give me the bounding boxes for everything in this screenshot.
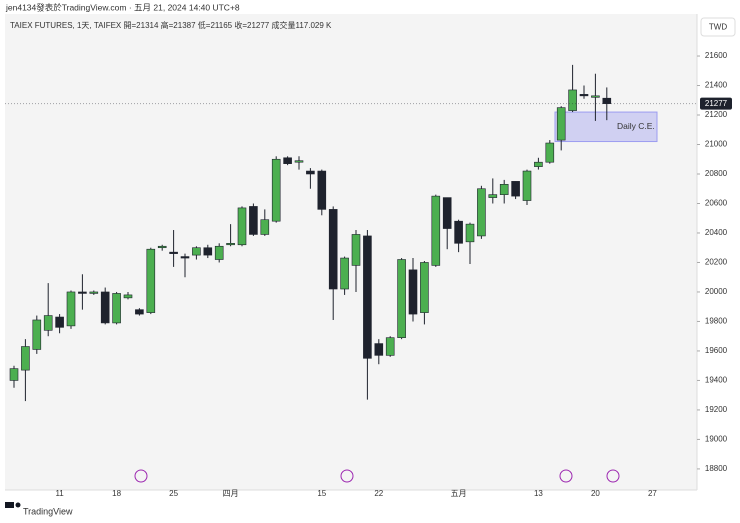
- candle-body: [568, 89, 577, 111]
- y-tick-label: 20200: [705, 258, 728, 267]
- event-icons: [134, 469, 620, 483]
- event-icon[interactable]: [134, 469, 148, 483]
- candle-body: [363, 235, 372, 359]
- candle-body: [556, 107, 566, 141]
- candle-body: [180, 256, 190, 259]
- plot-background: [5, 14, 697, 490]
- brand-logo: [15, 502, 21, 508]
- candle-body: [55, 316, 64, 328]
- y-tick-label: 19400: [705, 376, 728, 385]
- candle-body: [157, 245, 167, 249]
- brand: TradingView: [23, 506, 73, 516]
- x-tick-label: 22: [374, 489, 383, 498]
- y-tick-label: 21000: [705, 140, 728, 149]
- y-tick-label: 19600: [705, 346, 728, 355]
- candle-body: [477, 188, 486, 237]
- y-tick-label: 21400: [705, 81, 728, 90]
- candle-body: [249, 206, 258, 235]
- zone-label: Daily C.E.: [617, 121, 655, 131]
- y-tick-label: 19800: [705, 317, 728, 326]
- candle-body: [442, 197, 452, 229]
- candle-body: [499, 184, 509, 195]
- candle-body: [112, 293, 121, 324]
- candle-body: [374, 343, 384, 356]
- candle-body: [146, 248, 156, 313]
- x-tick-label: 11: [55, 489, 64, 498]
- zone: [554, 111, 658, 143]
- candle-body: [591, 95, 600, 98]
- candle-body: [511, 181, 520, 197]
- x-tick-label: 18: [112, 489, 121, 498]
- candle-body: [534, 161, 543, 167]
- candle-body: [169, 251, 178, 254]
- chart-title: TAIEX FUTURES, 1天, TAIFEX 開=21314 高=2138…: [10, 20, 332, 30]
- candle-body: [488, 194, 498, 198]
- credit: jen4134發表於TradingView.com · 五月 21, 2024 …: [5, 2, 240, 12]
- candle-body: [214, 245, 224, 260]
- event-icon[interactable]: [606, 469, 620, 483]
- candle-body: [123, 294, 133, 299]
- candle-body: [579, 94, 589, 97]
- candle-body: [306, 170, 315, 175]
- x-tick-label: 27: [648, 489, 657, 498]
- x-tick-label: 20: [591, 489, 600, 498]
- x-tick-label: 五月: [451, 489, 467, 498]
- candle-body: [328, 209, 338, 290]
- price-tag-label: 21277: [705, 99, 728, 108]
- candle-body: [522, 170, 532, 201]
- brand-logo: [5, 502, 14, 508]
- y-tick-label: 19000: [705, 435, 728, 444]
- x-tick-label: 13: [534, 489, 543, 498]
- candle-body: [317, 170, 327, 210]
- candle-body: [21, 346, 30, 371]
- event-icon[interactable]: [340, 469, 354, 483]
- y-tick-label: 18800: [705, 464, 728, 473]
- candle-body: [431, 195, 441, 266]
- price-tag: [700, 97, 732, 110]
- candle-body: [260, 219, 270, 235]
- currency[interactable]: TWD: [709, 23, 727, 32]
- candle-body: [203, 247, 213, 256]
- candle-body: [89, 291, 99, 294]
- candle-body: [397, 259, 406, 338]
- y-tick-label: 20800: [705, 169, 728, 178]
- candle-body: [192, 247, 201, 256]
- candle-body: [226, 242, 235, 246]
- currency-box[interactable]: [700, 17, 736, 37]
- candle-body: [454, 220, 463, 244]
- x-tick-label: 四月: [223, 489, 239, 498]
- y-tick-label: 21200: [705, 110, 728, 119]
- candle-body: [135, 309, 144, 315]
- candle-body: [385, 337, 395, 356]
- candle-body: [602, 97, 612, 104]
- event-icon[interactable]: [559, 469, 573, 483]
- candle-body: [78, 291, 87, 294]
- y-tick-label: 21600: [705, 51, 728, 60]
- candle-body: [294, 160, 304, 163]
- candle-body: [340, 257, 349, 290]
- y-tick-label: 20400: [705, 228, 728, 237]
- y-tick-label: 19200: [705, 405, 728, 414]
- candle-body: [283, 157, 292, 164]
- candle-body: [66, 291, 76, 327]
- candle-body: [465, 223, 475, 243]
- y-tick-label: 20000: [705, 287, 728, 296]
- candle-body: [271, 158, 281, 222]
- candle-body: [32, 319, 42, 350]
- x-tick-label: 25: [169, 489, 178, 498]
- candle-body: [237, 207, 247, 246]
- candle-body: [420, 262, 429, 313]
- x-tick-label: 15: [317, 489, 326, 498]
- candle-body: [408, 269, 418, 315]
- candle-body: [351, 234, 361, 266]
- y-tick-label: 20600: [705, 199, 728, 208]
- candle-body: [43, 315, 53, 331]
- candle-body: [100, 291, 110, 324]
- candle-body: [9, 368, 19, 381]
- candle-body: [545, 142, 555, 163]
